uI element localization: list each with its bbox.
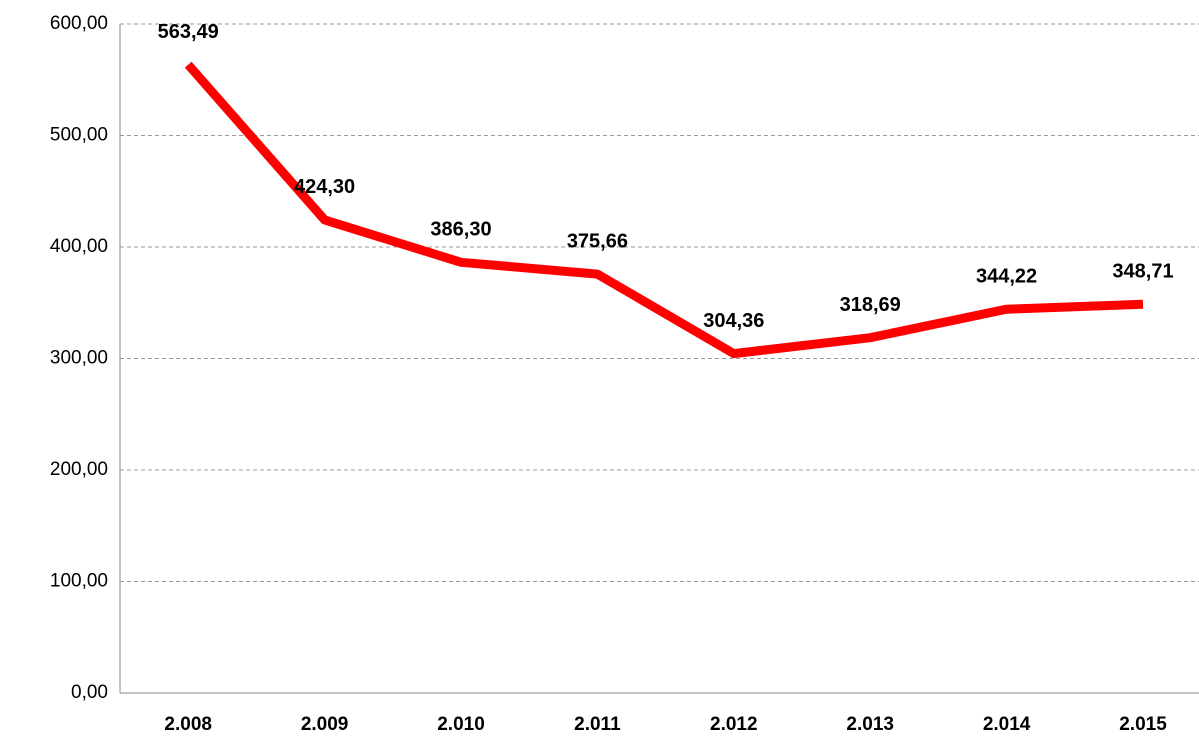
x-tick-label: 2.009 [301,714,349,735]
y-tick-label: 200,00 [50,459,108,480]
chart: 0,00 100,00 200,00 300,00 400,00 500,00 600,00… [0,0,1199,746]
value-label: 304,36 [703,310,764,332]
x-tick-label: 2.010 [437,714,485,735]
x-tick-label: 2.012 [710,714,758,735]
x-tick-label: 2.011 [574,714,621,735]
value-label: 424,30 [294,176,355,198]
x-tick-label: 2.014 [983,714,1031,735]
value-label: 375,66 [567,230,628,252]
x-tick-label: 2.015 [1119,714,1167,735]
y-tick-label: 400,00 [50,236,108,257]
value-label: 344,22 [976,265,1037,287]
value-label: 386,30 [430,219,491,241]
y-tick-label: 0,00 [71,682,108,703]
y-tick-label: 100,00 [50,571,108,592]
x-tick-label: 2.008 [164,714,212,735]
value-label: 348,71 [1112,260,1173,282]
data-line [188,65,1143,354]
y-tick-label: 600,00 [50,13,108,34]
value-label: 318,69 [840,294,901,316]
y-tick-label: 500,00 [50,125,108,146]
value-label: 563,49 [158,21,219,43]
x-tick-label: 2.013 [846,714,894,735]
y-tick-label: 300,00 [50,348,108,369]
